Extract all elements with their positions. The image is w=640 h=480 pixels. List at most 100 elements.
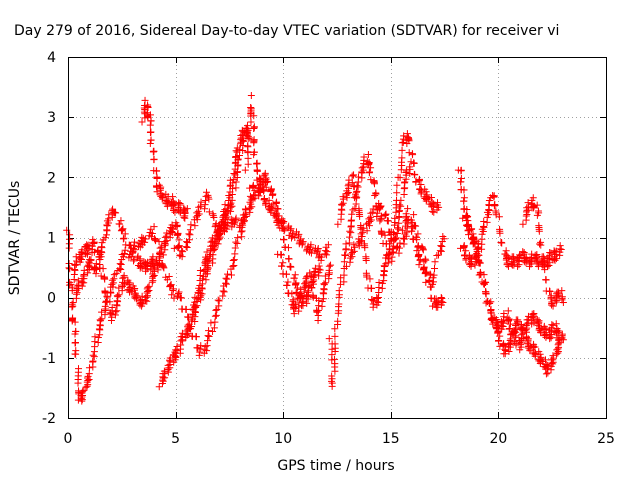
data-point	[340, 258, 348, 266]
series-sat-K	[325, 150, 415, 390]
data-point	[288, 290, 296, 298]
data-point	[227, 271, 235, 279]
data-point	[289, 296, 297, 304]
data-point	[93, 265, 101, 273]
data-point	[382, 210, 390, 218]
data-point	[116, 260, 124, 268]
data-points	[63, 92, 567, 405]
data-point	[428, 198, 436, 206]
data-point	[496, 332, 504, 340]
data-point	[506, 320, 514, 328]
data-point	[548, 321, 556, 329]
data-point	[542, 325, 550, 333]
data-point	[155, 383, 163, 391]
data-point	[141, 238, 149, 246]
data-point	[554, 327, 562, 335]
data-point	[552, 320, 560, 328]
data-point	[325, 269, 333, 277]
data-point	[536, 350, 544, 358]
data-point	[220, 288, 228, 296]
data-point	[505, 347, 513, 355]
data-point	[487, 306, 495, 314]
data-point	[313, 308, 321, 316]
data-point	[457, 244, 465, 252]
data-point	[404, 205, 412, 213]
data-point	[324, 241, 332, 249]
data-point	[90, 238, 98, 246]
data-point	[378, 212, 386, 220]
data-point	[102, 305, 110, 313]
data-point	[169, 193, 177, 201]
data-point	[546, 248, 554, 256]
data-point	[149, 148, 157, 156]
data-point	[179, 248, 187, 256]
data-point	[68, 287, 76, 295]
data-point	[69, 298, 77, 306]
data-point	[308, 284, 316, 292]
data-point	[295, 291, 303, 299]
data-point	[244, 126, 252, 134]
data-point	[529, 194, 537, 202]
data-point	[85, 241, 93, 249]
data-point	[473, 247, 481, 255]
data-point	[366, 275, 374, 283]
series-sat-H	[241, 92, 332, 264]
data-point	[463, 221, 471, 229]
data-point	[178, 247, 186, 255]
data-point	[395, 219, 403, 227]
data-point	[244, 148, 252, 156]
data-point	[381, 231, 389, 239]
data-point	[422, 188, 430, 196]
data-point	[555, 288, 563, 296]
data-point	[519, 220, 527, 228]
data-point	[340, 278, 348, 286]
data-point	[299, 238, 307, 246]
data-point	[363, 273, 371, 281]
data-point	[552, 255, 560, 263]
data-point	[138, 300, 146, 308]
data-point	[351, 243, 359, 251]
data-point	[427, 283, 435, 291]
data-point	[131, 285, 139, 293]
data-point	[542, 276, 550, 284]
data-point	[361, 244, 369, 252]
data-point	[537, 241, 545, 249]
data-point	[183, 205, 191, 213]
data-point	[180, 213, 188, 221]
data-point	[510, 328, 518, 336]
data-point	[191, 222, 199, 230]
series-sat-P	[457, 192, 565, 270]
data-point	[342, 262, 350, 270]
data-point	[552, 247, 560, 255]
data-point	[279, 224, 287, 232]
data-point	[346, 233, 354, 241]
data-point	[555, 336, 563, 344]
data-point	[495, 336, 503, 344]
data-point	[503, 259, 511, 267]
data-point	[492, 315, 500, 323]
data-point	[117, 217, 125, 225]
data-point	[401, 184, 409, 192]
data-point	[267, 185, 275, 193]
data-point	[348, 210, 356, 218]
data-point	[138, 292, 146, 300]
data-point	[457, 178, 465, 186]
data-point	[106, 298, 114, 306]
data-point	[323, 248, 331, 256]
data-point	[328, 382, 336, 390]
data-point	[397, 202, 405, 210]
data-point	[228, 202, 236, 210]
data-point	[495, 213, 503, 221]
data-point	[75, 281, 83, 289]
data-point	[491, 200, 499, 208]
data-point	[398, 226, 406, 234]
data-point	[395, 225, 403, 233]
data-point	[155, 238, 163, 246]
data-point	[431, 264, 439, 272]
data-point	[148, 230, 156, 238]
data-point	[66, 265, 74, 273]
data-point	[277, 251, 285, 259]
data-point	[542, 361, 550, 369]
data-point	[147, 117, 155, 125]
